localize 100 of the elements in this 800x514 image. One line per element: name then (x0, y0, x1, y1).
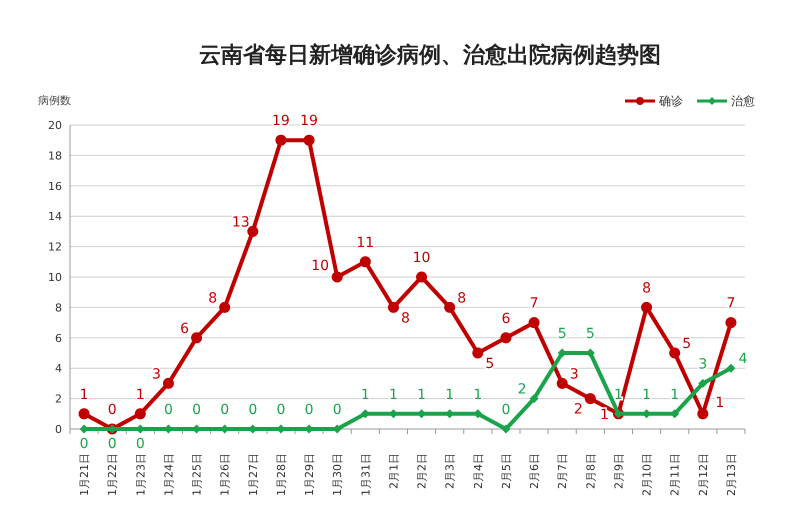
data-label: 8 (642, 280, 652, 296)
point (360, 256, 371, 268)
x-tick-label: 1月25日 (190, 453, 204, 496)
data-label: 13 (232, 214, 250, 230)
point (556, 378, 568, 389)
x-tick-label: 2月5日 (500, 453, 513, 489)
y-tick-label: 20 (48, 119, 62, 132)
data-label: 6 (180, 320, 190, 337)
y-tick-label: 4 (55, 362, 62, 376)
x-tick-label: 1月21日 (78, 453, 92, 496)
data-label: 1 (614, 386, 623, 403)
data-label: 0 (248, 402, 258, 418)
data-label: 3 (152, 366, 161, 382)
data-label: 0 (108, 402, 117, 418)
point (698, 378, 708, 388)
point (472, 348, 484, 358)
point (584, 393, 596, 404)
data-label: 5 (558, 326, 567, 342)
data-label: 0 (276, 402, 286, 418)
data-label: 1 (388, 386, 398, 403)
data-label: 0 (108, 436, 117, 452)
point (530, 394, 539, 404)
point (247, 226, 258, 237)
y-tick-label: 8 (55, 301, 62, 314)
data-label: 0 (192, 402, 202, 418)
data-label: 3 (570, 366, 579, 382)
point (388, 302, 399, 313)
data-label: 5 (586, 326, 595, 342)
data-label: 7 (530, 296, 539, 312)
data-label: 8 (457, 290, 466, 306)
y-tick-label: 10 (48, 271, 62, 284)
x-tick-label: 1月30日 (331, 453, 344, 496)
x-tick-label: 2月9日 (612, 453, 626, 489)
data-label: 10 (412, 250, 430, 266)
data-label: 4 (738, 351, 748, 368)
x-tick-label: 1月26日 (218, 453, 232, 496)
point (444, 302, 456, 313)
x-tick-label: 2月2日 (416, 453, 429, 489)
data-label: 6 (501, 310, 510, 327)
point (697, 408, 708, 420)
y-axis-title: 病例数 (38, 94, 71, 107)
data-label: 8 (208, 290, 218, 306)
data-label: 1 (417, 386, 426, 403)
data-label: 1 (445, 386, 454, 403)
y-tick-label: 16 (48, 180, 62, 193)
data-label: 0 (164, 402, 173, 418)
x-tick-label: 2月6日 (528, 453, 542, 489)
legend-label: 确诊 (658, 94, 683, 108)
data-label: 1 (136, 386, 145, 403)
y-tick-label: 14 (48, 210, 62, 224)
data-label: 0 (501, 402, 510, 418)
data-label: 7 (726, 296, 736, 312)
chart-title: 云南省每日新增确诊病例、治愈出院病例趋势图 (199, 42, 661, 68)
data-label: 1 (670, 386, 680, 403)
point (500, 332, 512, 344)
y-tick-label: 2 (55, 392, 62, 406)
x-tick-label: 1月28日 (274, 453, 288, 496)
data-label: 0 (304, 402, 314, 418)
point (78, 408, 90, 420)
point (725, 317, 736, 328)
point (669, 348, 680, 358)
point (726, 364, 736, 373)
x-tick-label: 1月29日 (303, 453, 316, 496)
x-tick-label: 2月13日 (724, 453, 738, 496)
data-label: 1 (360, 386, 370, 403)
x-tick-label: 2月1日 (387, 453, 400, 489)
x-tick-label: 1月24日 (162, 453, 176, 496)
data-label: 0 (220, 402, 230, 418)
data-label: 8 (400, 310, 410, 326)
x-tick-label: 2月3日 (444, 453, 457, 489)
y-tick-label: 6 (55, 332, 62, 345)
x-tick-label: 2月7日 (556, 453, 570, 489)
x-tick-label: 2月10日 (640, 453, 654, 496)
x-tick-label: 2月8日 (584, 453, 598, 489)
data-label: 1 (642, 386, 652, 403)
data-label: 0 (136, 436, 145, 452)
point (162, 378, 174, 389)
x-tick-label: 2月11日 (668, 453, 682, 496)
x-tick-label: 2月4日 (472, 453, 485, 489)
y-tick-label: 18 (48, 149, 62, 162)
data-label: 10 (311, 258, 330, 274)
point (219, 302, 230, 313)
data-label: 1 (473, 386, 482, 403)
point (191, 332, 202, 344)
y-tick-label: 12 (48, 240, 62, 254)
data-label: 3 (698, 356, 708, 372)
data-label: 0 (332, 402, 342, 418)
y-tick-label: 0 (55, 423, 62, 436)
x-tick-label: 1月27日 (246, 453, 260, 496)
data-label: 5 (682, 336, 692, 352)
point (501, 424, 510, 434)
data-label: 0 (80, 436, 89, 452)
data-label: 2 (574, 402, 583, 418)
point (641, 302, 652, 313)
data-label: 1 (80, 386, 89, 403)
data-label: 1 (600, 406, 609, 423)
point (134, 408, 146, 420)
x-tick-label: 2月12日 (696, 453, 710, 496)
data-label: 19 (300, 113, 318, 130)
data-label: 2 (518, 382, 527, 398)
